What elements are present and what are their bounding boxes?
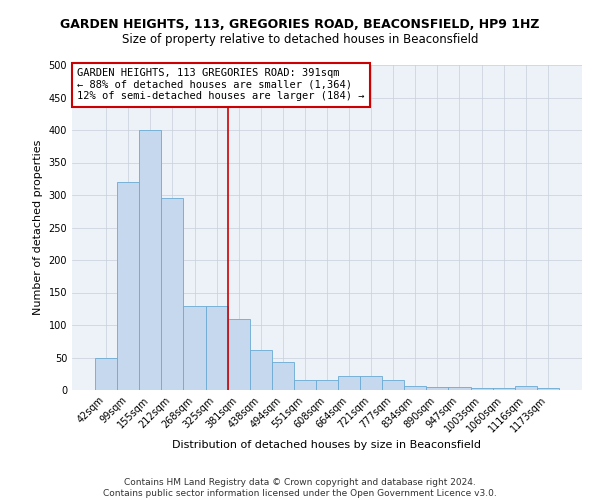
Bar xyxy=(161,198,184,390)
Bar xyxy=(294,380,316,390)
Bar xyxy=(537,388,559,390)
Bar xyxy=(139,130,161,390)
Text: GARDEN HEIGHTS, 113, GREGORIES ROAD, BEACONSFIELD, HP9 1HZ: GARDEN HEIGHTS, 113, GREGORIES ROAD, BEA… xyxy=(60,18,540,30)
Y-axis label: Number of detached properties: Number of detached properties xyxy=(33,140,43,315)
Bar xyxy=(272,362,294,390)
Text: Contains HM Land Registry data © Crown copyright and database right 2024.
Contai: Contains HM Land Registry data © Crown c… xyxy=(103,478,497,498)
Bar xyxy=(448,387,470,390)
Bar xyxy=(470,388,493,390)
Text: GARDEN HEIGHTS, 113 GREGORIES ROAD: 391sqm
← 88% of detached houses are smaller : GARDEN HEIGHTS, 113 GREGORIES ROAD: 391s… xyxy=(77,68,365,102)
Bar xyxy=(338,376,360,390)
Bar xyxy=(117,182,139,390)
Bar xyxy=(404,386,427,390)
Text: Size of property relative to detached houses in Beaconsfield: Size of property relative to detached ho… xyxy=(122,32,478,46)
Bar xyxy=(515,386,537,390)
Bar xyxy=(250,350,272,390)
Bar xyxy=(493,388,515,390)
Bar xyxy=(227,318,250,390)
Bar xyxy=(360,376,382,390)
X-axis label: Distribution of detached houses by size in Beaconsfield: Distribution of detached houses by size … xyxy=(173,440,482,450)
Bar xyxy=(427,387,448,390)
Bar xyxy=(206,306,227,390)
Bar xyxy=(95,358,117,390)
Bar xyxy=(382,380,404,390)
Bar xyxy=(316,380,338,390)
Bar xyxy=(184,306,206,390)
